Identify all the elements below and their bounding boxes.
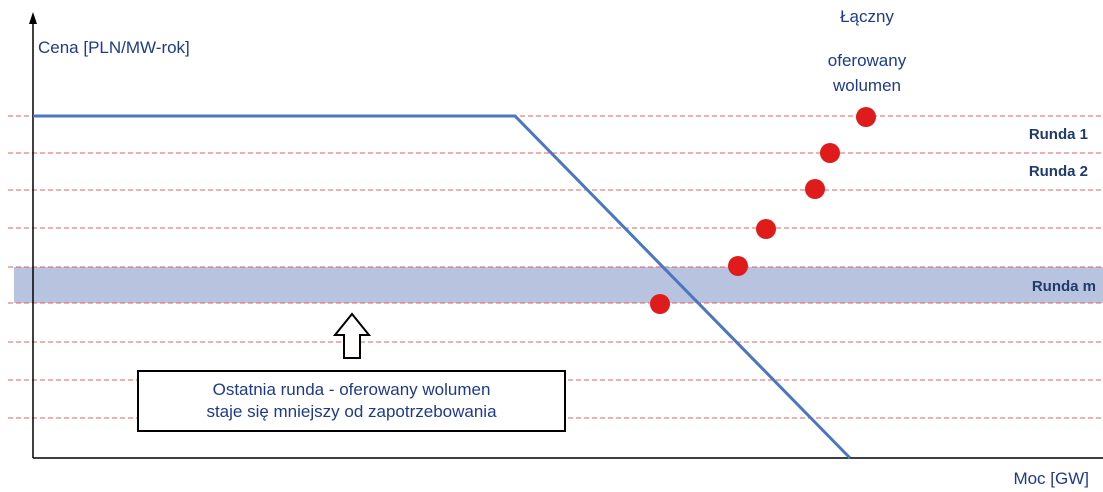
callout-line-2: staje się mniejszy od zapotrzebowania [206,402,497,421]
bid-point [805,179,825,199]
final-round-band [14,267,1103,303]
axes [29,12,1103,459]
bid-point [820,143,840,163]
callout-line-1: Ostatnia runda - oferowany wolumen [212,380,491,399]
volume-label-line1: Łączny [840,7,894,26]
bid-point [650,294,670,314]
bid-point [856,107,876,127]
bid-points [650,107,876,314]
volume-label-line2: oferowany [828,51,907,70]
demand-curve [33,114,852,460]
bid-point [756,219,776,239]
bid-point [728,256,748,276]
x-axis-label: Moc [GW] [1013,469,1089,488]
y-axis-label: Cena [PLN/MW-rok] [38,38,190,57]
round-2-label: Runda 2 [1029,163,1088,180]
round-m-label: Runda m [1032,278,1096,295]
final-round-callout: Ostatnia runda - oferowany wolumen staje… [137,370,566,432]
up-arrow-icon [332,312,372,359]
volume-label-line3: wolumen [832,76,901,95]
round-1-label: Runda 1 [1029,126,1088,143]
y-axis-arrow-icon [29,12,37,24]
